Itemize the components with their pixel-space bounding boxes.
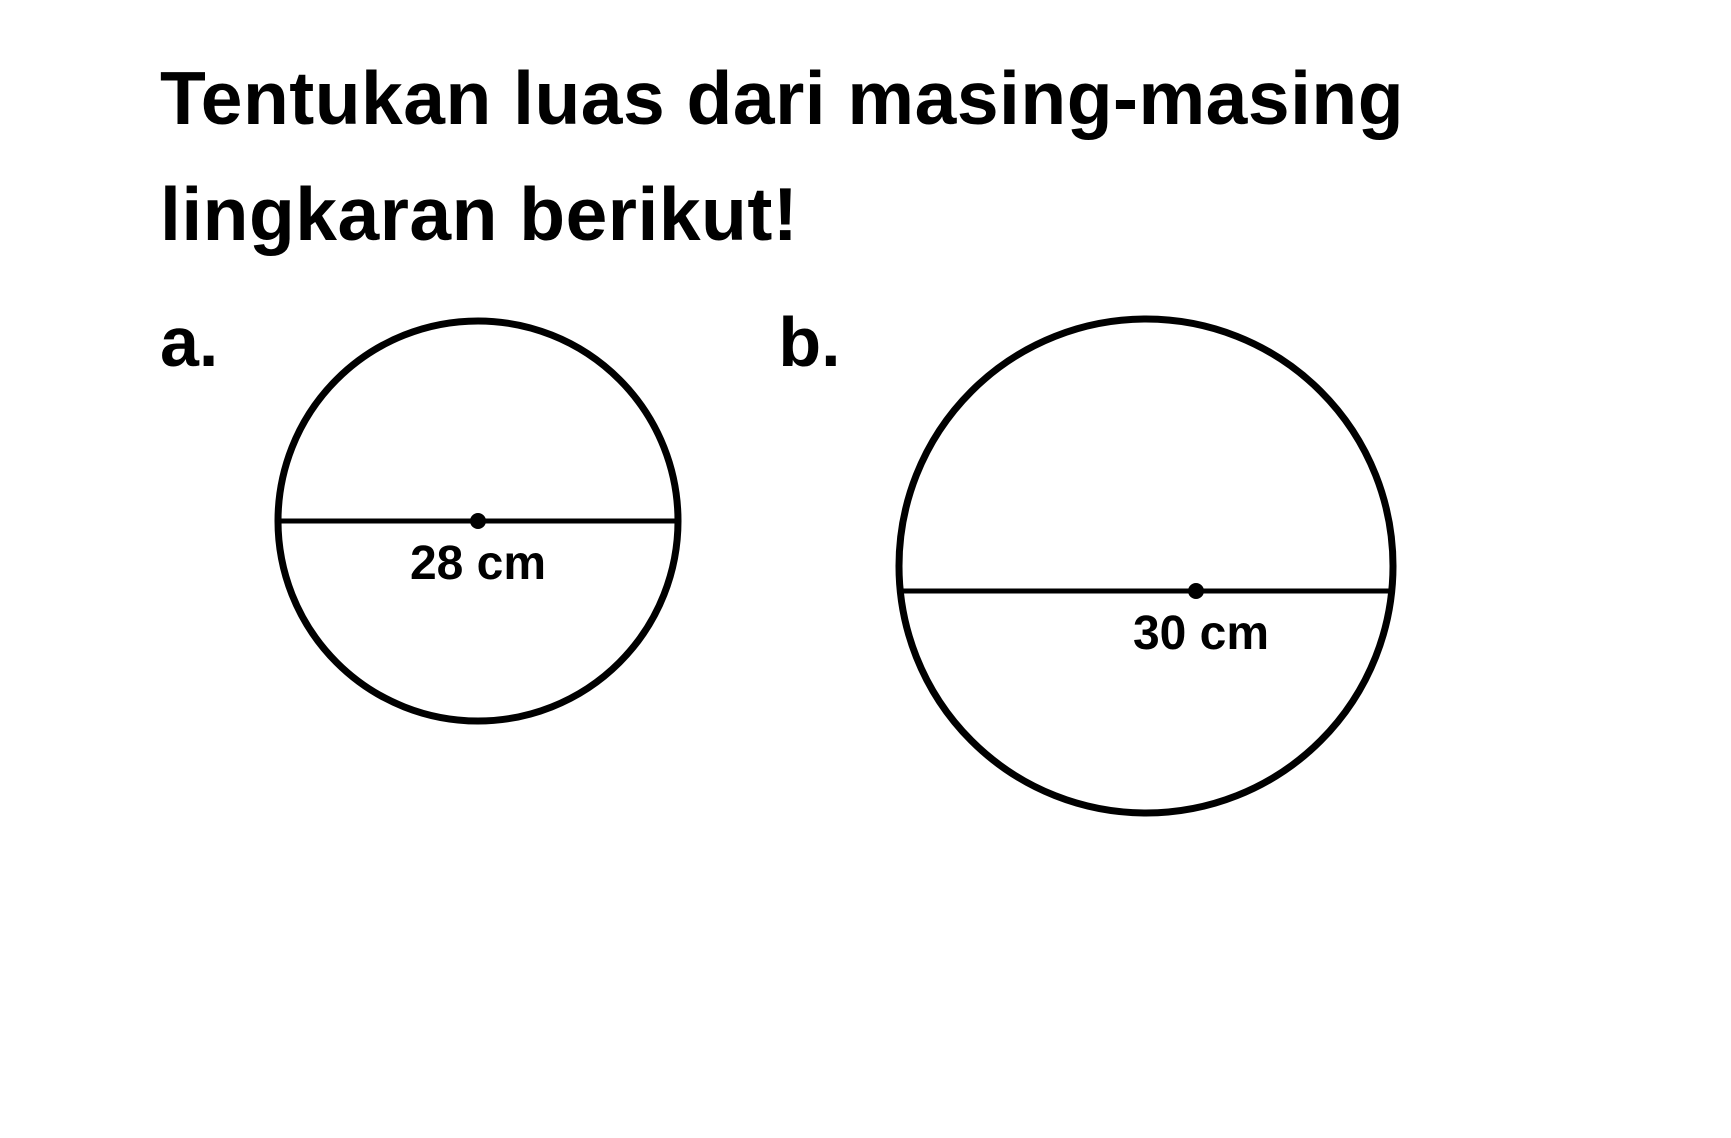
question-line-1: Tentukan luas dari masing-masing (160, 56, 1404, 140)
circle-a-wrap: 28 cm (258, 301, 698, 746)
circle-b-outline (899, 319, 1393, 813)
circle-a-diameter-label: 28 cm (410, 537, 546, 590)
circle-a-center-dot (470, 513, 486, 529)
part-a-label: a. (160, 301, 218, 377)
figure-a: a. 28 cm (160, 301, 698, 746)
circle-b-wrap: 30 cm (881, 301, 1411, 836)
figure-b: b. 30 cm (778, 301, 1410, 836)
circle-b-center-dot (1188, 583, 1204, 599)
page: Tentukan luas dari masing-masing lingkar… (0, 0, 1731, 1138)
part-b-label: b. (778, 301, 840, 377)
question-line-2: lingkaran berikut! (160, 172, 798, 256)
circle-b-svg: 30 cm (881, 301, 1411, 831)
circle-b-diameter-label: 30 cm (1133, 607, 1269, 660)
figures-row: a. 28 cm b. 30 cm (60, 301, 1671, 836)
circle-a-svg: 28 cm (258, 301, 698, 741)
question-text: Tentukan luas dari masing-masing lingkar… (60, 40, 1671, 273)
